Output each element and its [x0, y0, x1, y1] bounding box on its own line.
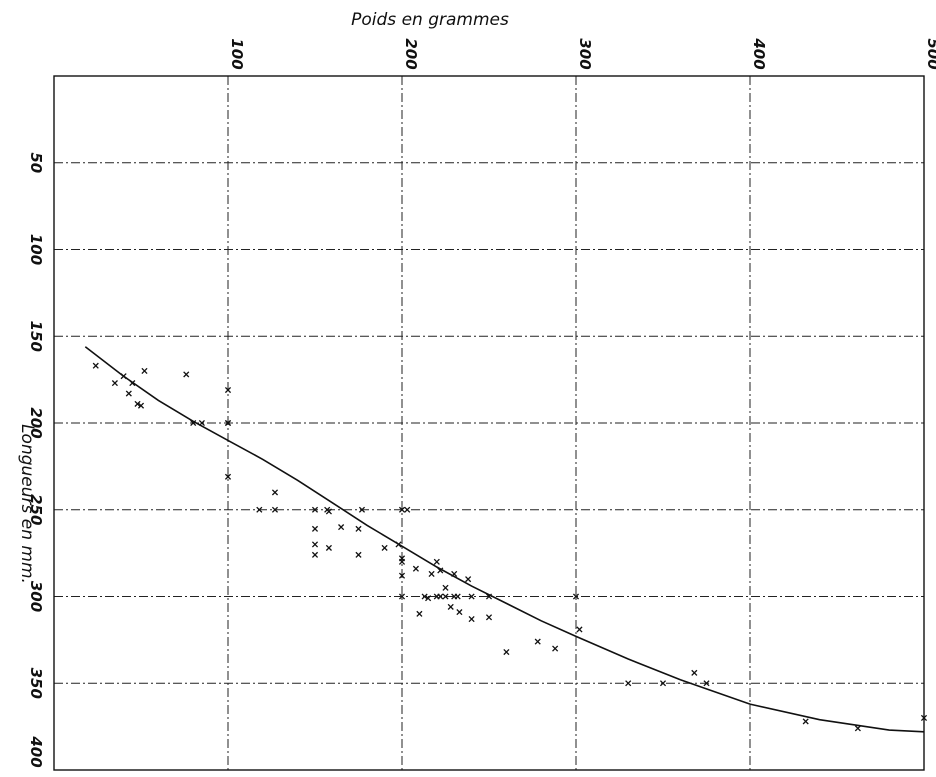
data-point-marker — [625, 680, 632, 687]
data-point-marker — [190, 419, 197, 427]
data-point-marker — [534, 638, 541, 645]
data-point-marker — [503, 648, 510, 656]
data-point-marker — [454, 593, 461, 600]
data-point-marker — [271, 489, 279, 496]
data-point-marker — [183, 371, 190, 378]
data-point-marker — [920, 714, 928, 722]
data-point-marker — [433, 558, 440, 565]
y-tick-label: 150 — [27, 321, 45, 352]
y-tick-label: 250 — [27, 494, 45, 525]
y-tick-label: 50 — [27, 152, 45, 173]
data-point-marker — [224, 473, 232, 480]
data-point-marker — [442, 584, 449, 591]
data-point-marker — [381, 544, 388, 551]
data-point-marker — [311, 506, 319, 513]
data-point-marker — [468, 615, 475, 623]
data-point-marker — [465, 576, 472, 583]
data-point-marker — [425, 595, 432, 602]
data-point-marker — [92, 362, 99, 369]
x-axis-title: Poids en grammes — [351, 10, 509, 30]
data-point-marker — [412, 565, 419, 572]
y-tick-label: 100 — [27, 234, 45, 265]
data-point-marker — [485, 614, 493, 621]
data-point-marker — [398, 572, 406, 579]
plot-frame — [53, 75, 925, 771]
data-point-marker — [703, 680, 710, 687]
y-tick-label: 350 — [27, 668, 45, 699]
y-tick-label: 200 — [27, 407, 45, 438]
data-point-marker — [141, 367, 148, 375]
data-point-marker — [437, 593, 444, 600]
data-point-marker — [428, 570, 435, 578]
data-point-marker — [338, 524, 345, 531]
data-point-marker — [311, 541, 319, 548]
x-tick-label: 100 — [228, 38, 246, 69]
data-point-marker — [125, 390, 132, 397]
data-series — [84, 346, 928, 733]
data-point-marker — [576, 626, 583, 633]
data-point-marker — [355, 551, 362, 558]
x-tick-label: 200 — [402, 38, 420, 69]
data-point-marker — [398, 593, 406, 600]
data-point-marker — [447, 603, 454, 610]
data-point-marker — [404, 506, 411, 513]
y-axis-title: Longueurs en mm. — [17, 424, 37, 584]
data-point-marker — [854, 725, 861, 732]
data-point-marker — [802, 718, 809, 725]
data-point-marker — [456, 609, 463, 616]
data-point-marker — [137, 402, 145, 409]
grid-lines — [54, 76, 925, 770]
data-point-marker — [271, 506, 279, 513]
data-point-marker — [325, 508, 332, 515]
data-point-marker — [442, 593, 449, 600]
data-point-marker — [355, 525, 362, 532]
x-tick-label: 400 — [750, 37, 768, 69]
data-point-marker — [552, 645, 559, 652]
data-point-marker — [111, 380, 118, 387]
data-point-marker — [311, 551, 319, 558]
data-point-marker — [416, 610, 423, 617]
data-point-marker — [398, 506, 406, 513]
data-point-marker — [311, 525, 319, 532]
data-point-marker — [256, 506, 263, 513]
data-point-marker — [224, 386, 232, 394]
tick-labels: 100 200 300 400 500 50 100 150 200 250 300 350 400 — [27, 37, 936, 767]
data-point-marker — [421, 593, 428, 600]
data-point-marker — [572, 593, 580, 600]
data-point-marker — [358, 506, 366, 513]
data-point-marker — [325, 544, 332, 551]
y-tick-label: 300 — [27, 581, 45, 612]
y-tick-label: 400 — [27, 735, 45, 767]
data-point-marker — [468, 593, 475, 600]
fitted-curve — [84, 346, 925, 733]
x-tick-label: 300 — [576, 38, 594, 69]
data-point-marker — [134, 400, 141, 407]
data-point-marker — [224, 419, 232, 427]
data-point-marker — [398, 558, 406, 565]
x-tick-label: 500 — [924, 38, 936, 69]
data-point-marker — [659, 680, 667, 687]
data-point-marker — [691, 669, 698, 676]
